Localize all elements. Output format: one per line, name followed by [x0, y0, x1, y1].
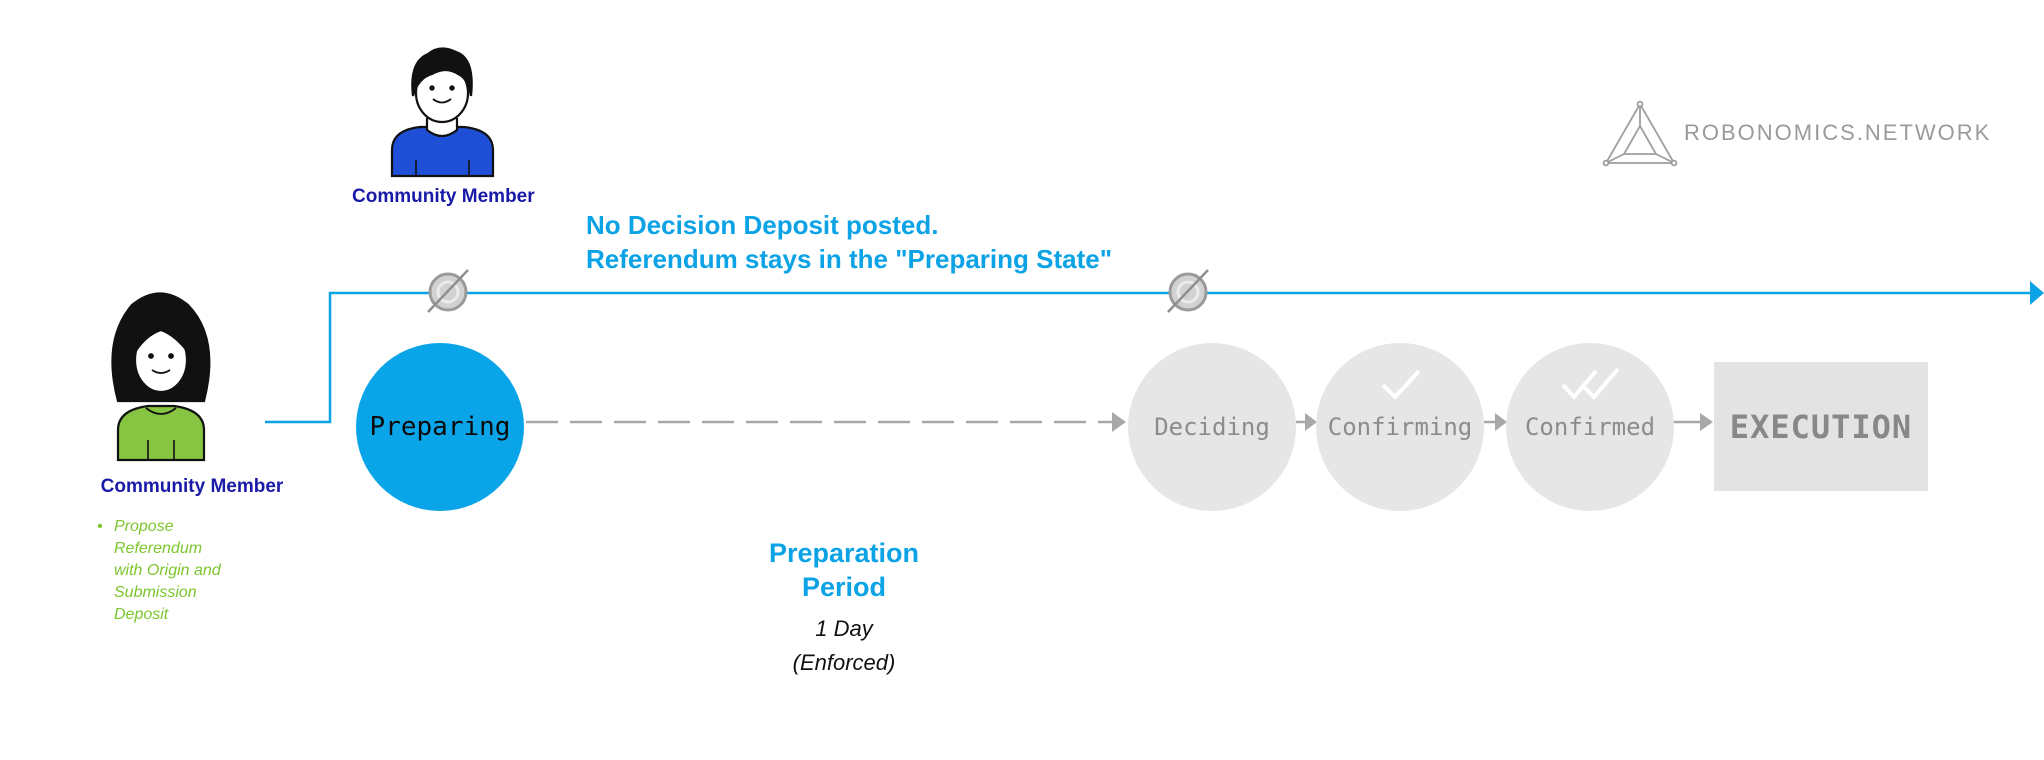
- check-icon: [1381, 369, 1421, 400]
- period-title-line-1: Preparation: [768, 538, 920, 568]
- state-preparing: Preparing: [356, 343, 524, 511]
- message-line-2: Referendum stays in the "Preparing State…: [586, 244, 1113, 274]
- state-execution-label: EXECUTION: [1729, 407, 1913, 446]
- arrow-to-deciding-icon: [1112, 412, 1126, 432]
- action-line: Referendum: [114, 540, 203, 557]
- flow-arrowhead-icon: [2030, 281, 2044, 305]
- state-deciding: Deciding: [1128, 343, 1296, 511]
- period-note: (Enforced): [792, 650, 896, 675]
- period-title-line-2: Period: [801, 572, 887, 602]
- state-confirming: Confirming: [1316, 343, 1484, 511]
- proposer-member-label: Community Member: [100, 476, 284, 497]
- bullet-icon: •: [97, 518, 103, 535]
- state-confirming-label: Confirming: [1327, 413, 1473, 441]
- brand-name: ROBONOMICS.NETWORK: [1684, 120, 1992, 145]
- preparation-period: Preparation Period 1 Day (Enforced): [724, 536, 964, 680]
- state-preparing-label: Preparing: [369, 412, 511, 442]
- arrow-to-execution-icon: [1700, 413, 1713, 431]
- action-line: Propose: [114, 518, 174, 535]
- double-check-icon: [1561, 367, 1620, 401]
- state-execution: EXECUTION: [1714, 362, 1928, 491]
- community-member-avatar-top: [390, 47, 495, 178]
- arrow-to-confirmed-icon: [1495, 413, 1507, 431]
- proposer-actions-list: • Propose Referendum with Origin and Sub…: [97, 516, 274, 626]
- robonomics-logo-icon: [1602, 100, 1678, 167]
- state-deciding-label: Deciding: [1154, 413, 1270, 441]
- state-confirmed-label: Confirmed: [1524, 413, 1656, 441]
- state-confirmed: Confirmed: [1506, 343, 1674, 511]
- no-deposit-message: No Decision Deposit posted. Referendum s…: [586, 208, 1112, 276]
- action-line: Deposit: [114, 606, 169, 623]
- no-deposit-coin-icon: [1167, 269, 1209, 313]
- action-line: Submission: [114, 584, 197, 601]
- action-line: with Origin and: [114, 562, 221, 579]
- no-deposit-coin-icon: [427, 269, 469, 313]
- top-member-label: Community Member: [352, 186, 535, 207]
- community-member-avatar-left: [111, 292, 211, 462]
- message-line-1: No Decision Deposit posted.: [586, 210, 939, 240]
- period-duration: 1 Day: [815, 616, 873, 641]
- arrow-to-confirming-icon: [1305, 413, 1317, 431]
